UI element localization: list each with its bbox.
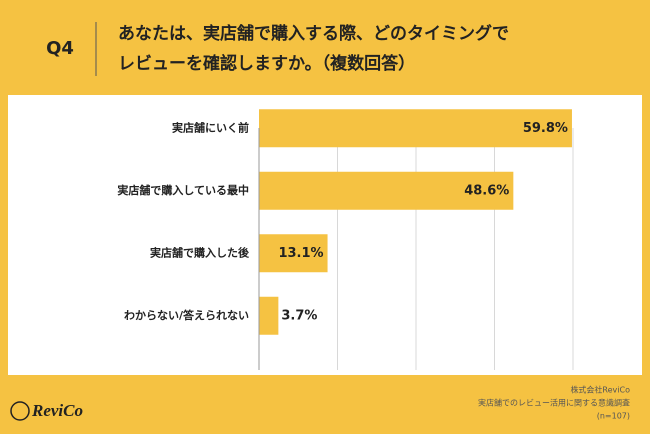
bar	[259, 296, 279, 335]
value-label: 48.6%	[464, 183, 509, 198]
category-label: わからない/答えられない	[124, 308, 249, 322]
footer-sample: (n=107)	[597, 412, 630, 421]
title-line: あなたは、実店舗で購入する際、どのタイミングで	[118, 23, 509, 44]
bar	[259, 109, 572, 148]
value-label: 13.1%	[278, 246, 323, 261]
bar	[259, 234, 328, 273]
footer-company: 株式会社ReviCo	[570, 385, 630, 395]
category-label: 実店舗にいく前	[172, 120, 249, 134]
title-line: レビューを確認しますか。（複数回答）	[118, 53, 415, 74]
question-label: Q4	[46, 38, 74, 59]
category-label: 実店舗で購入している最中	[117, 183, 249, 197]
value-label: 59.8%	[523, 121, 568, 136]
category-label: 実店舗で購入した後	[150, 245, 250, 259]
plot: 実店舗にいく前 59.8% 実店舗で購入している最中 48.6% 実店舗で購入した後 13…	[117, 109, 574, 370]
value-label: 3.7%	[281, 308, 317, 323]
footer-survey: 実店舗でのレビュー活用に関する意識調査	[478, 398, 630, 408]
logo: ReviCo	[31, 401, 83, 420]
bar	[259, 171, 514, 210]
logo-icon	[10, 401, 30, 421]
